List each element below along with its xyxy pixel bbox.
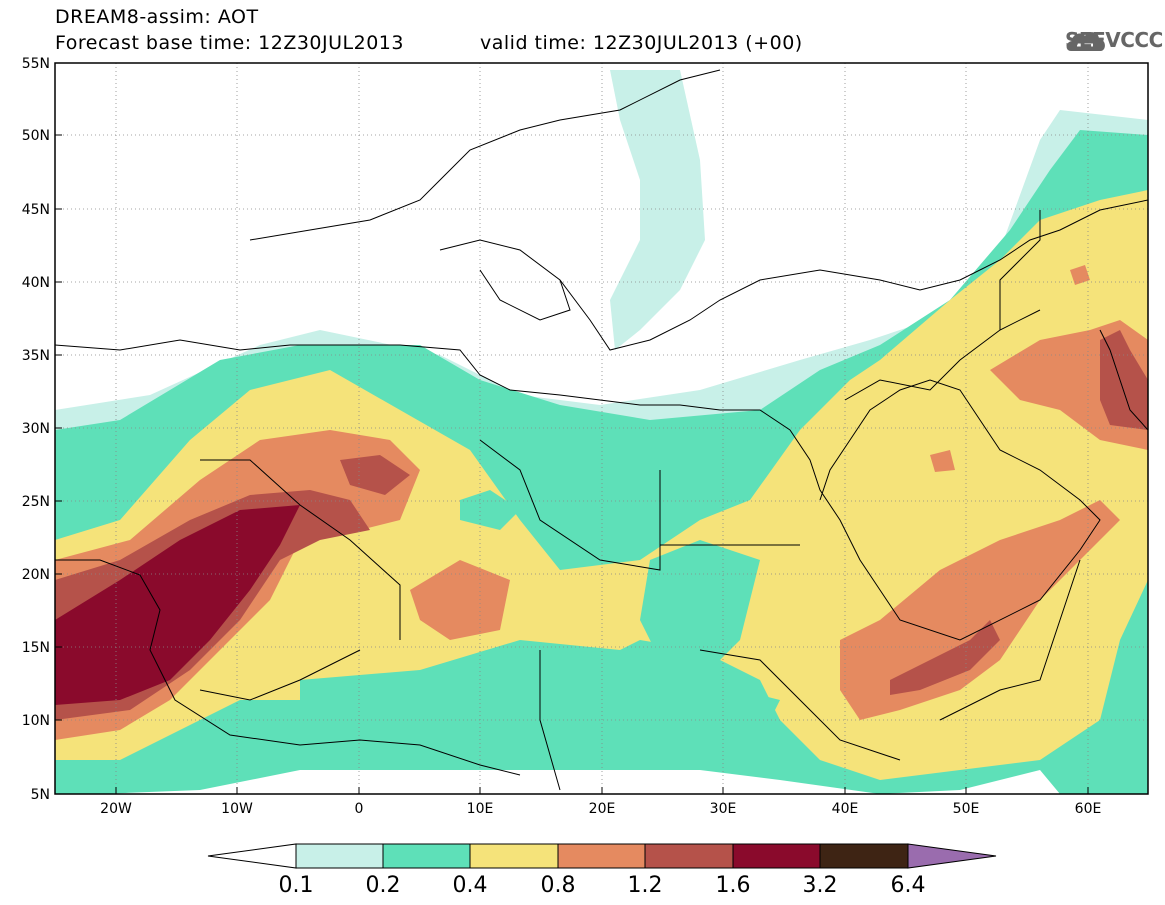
lat-label-5n: 5N [31,787,50,803]
forecast-base-time: Forecast base time: 12Z30JUL2013 [55,32,404,54]
lat-label-10n: 10N [22,713,50,729]
colorbar-labels: 0.1 0.2 0.4 0.8 1.2 1.6 3.2 6.4 [279,873,926,898]
aot-band-0.1-balkans [610,70,705,350]
colorbar-label: 6.4 [891,873,926,898]
valid-time: valid time: 12Z30JUL2013 (+00) [480,32,803,54]
lat-label-20n: 20N [22,567,50,583]
aot-band-0.2-central [460,490,520,530]
colorbar-label: 0.1 [279,873,314,898]
colorbar-swatch-0.4 [469,843,559,869]
colorbar-label: 0.8 [541,873,576,898]
cloud-logo-icon [1066,32,1105,51]
lon-label-10e: 10E [467,801,494,817]
colorbar-label: 0.2 [366,873,401,898]
lon-label-50e: 50E [953,801,980,817]
colorbar-label: 1.6 [716,873,751,898]
lon-labels: 20W 10W 0 10E 20E 30E 40E 50E 60E [100,801,1101,817]
lat-label-35n: 35N [22,348,50,364]
aot-band-0.2-sudan [640,540,760,680]
logo-text: SEEVCCC [1065,28,1163,52]
colorbar [207,843,997,869]
aot-field [55,63,1148,794]
lat-label-30n: 30N [22,421,50,437]
colorbar-swatch-1.6 [732,843,821,869]
colorbar-swatch-3.2 [819,843,909,869]
lat-label-40n: 40N [22,275,50,291]
lon-label-40e: 40E [832,801,859,817]
colorbar-label: 0.4 [453,873,488,898]
lon-label-60e: 60E [1075,801,1102,817]
coastlines [55,69,1148,791]
colorbar-swatch-0.8 [557,843,646,869]
map-title: DREAM8-assim: AOT [55,6,259,28]
aot-band-0.8-iran [1070,265,1090,285]
colorbar-label: 3.2 [803,873,838,898]
lat-label-45n: 45N [22,202,50,218]
tick-marks [55,134,1089,794]
aot-band-0.8-saudi [930,450,955,472]
colorbar-label: 1.2 [628,873,663,898]
colorbar-upper-triangle [907,843,997,869]
aot-band-0.8-arabia [840,500,1120,720]
colorbar-lower-triangle [207,843,297,869]
aot-band-1.2-algeria [340,455,410,495]
lat-label-55n: 55N [22,56,50,72]
colorbar-swatch-0.1 [295,843,384,869]
colorbar-swatch-1.2 [644,843,734,869]
lon-label-10w: 10W [221,801,253,817]
colorbar-swatch-0.2 [382,843,471,869]
lat-labels: 55N 50N 45N 40N 35N 30N 25N 20N 15N 10N … [22,56,50,803]
lon-label-0: 0 [355,801,364,817]
lon-label-20w: 20W [100,801,132,817]
lon-label-20e: 20E [589,801,616,817]
lon-label-30e: 30E [710,801,737,817]
lat-label-50n: 50N [22,128,50,144]
aot-band-1.2-arabia [890,620,1000,695]
lat-label-15n: 15N [22,640,50,656]
aot-band-0.8-mali [410,560,510,640]
lat-label-25n: 25N [22,494,50,510]
